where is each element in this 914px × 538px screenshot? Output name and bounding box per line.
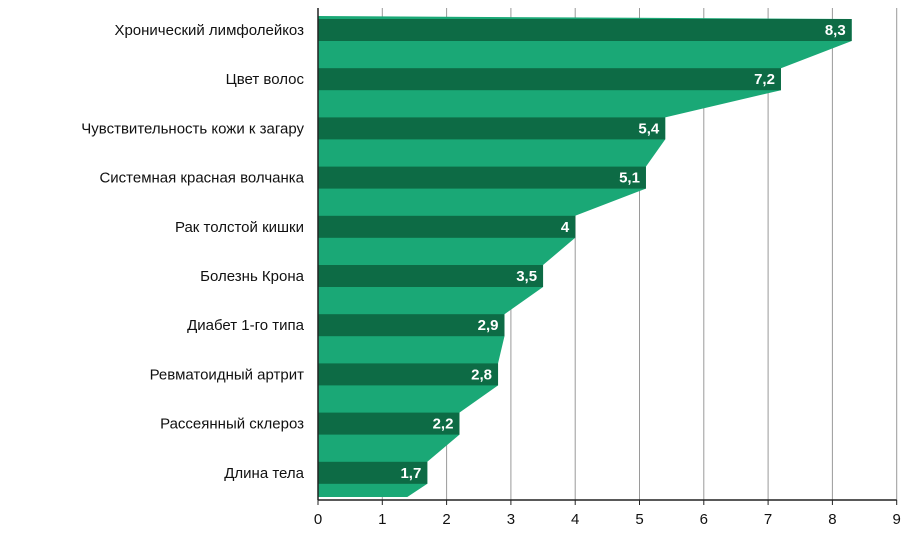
category-label: Длина тела [224, 465, 304, 482]
category-label: Болезнь Крона [200, 268, 304, 285]
category-label: Цвет волос [226, 71, 305, 88]
category-label: Системная красная волчанка [99, 170, 304, 187]
bar [318, 166, 646, 189]
data-label: 2,8 [471, 366, 492, 383]
x-tick-label: 7 [764, 511, 772, 528]
data-label: 5,1 [619, 170, 640, 187]
bar [318, 19, 852, 41]
x-tick-label: 5 [635, 511, 643, 528]
x-tick-label: 9 [893, 511, 901, 528]
data-label: 4 [561, 219, 570, 236]
data-label: 5,4 [638, 120, 660, 137]
bar [318, 68, 781, 91]
data-label: 1,7 [400, 465, 421, 482]
x-tick-label: 8 [828, 511, 836, 528]
data-label: 8,3 [825, 22, 846, 39]
bar [318, 314, 505, 337]
data-label: 3,5 [516, 268, 537, 285]
x-tick-label: 2 [442, 511, 450, 528]
data-label: 2,2 [433, 416, 454, 433]
category-label: Ревматоидный артрит [150, 366, 305, 383]
x-tick-label: 1 [378, 511, 386, 528]
data-label: 2,9 [478, 317, 499, 334]
data-label: 7,2 [754, 71, 775, 88]
category-label: Хронический лимфолейкоз [114, 22, 304, 39]
category-label: Чувствительность кожи к загару [81, 120, 304, 137]
bar [318, 412, 460, 435]
x-tick-label: 6 [700, 511, 708, 528]
bars: 8,3 7,2 5,4 5,1 4 3,5 2,9 2,8 2,2 1,7 [318, 19, 852, 484]
x-axis: 0 1 2 3 4 5 6 7 8 9 [314, 8, 901, 528]
bar [318, 461, 428, 484]
bar [318, 265, 544, 287]
category-label: Рассеянный склероз [160, 416, 304, 433]
bar [318, 215, 576, 238]
x-tick-label: 0 [314, 511, 322, 528]
bar [318, 363, 499, 386]
category-label: Диабет 1-го типа [187, 317, 305, 334]
category-labels: Хронический лимфолейкоз Цвет волос Чувстви… [81, 22, 304, 482]
bar [318, 117, 666, 140]
x-tick-label: 4 [571, 511, 579, 528]
category-label: Рак толстой кишки [175, 219, 304, 236]
x-tick-label: 3 [507, 511, 515, 528]
